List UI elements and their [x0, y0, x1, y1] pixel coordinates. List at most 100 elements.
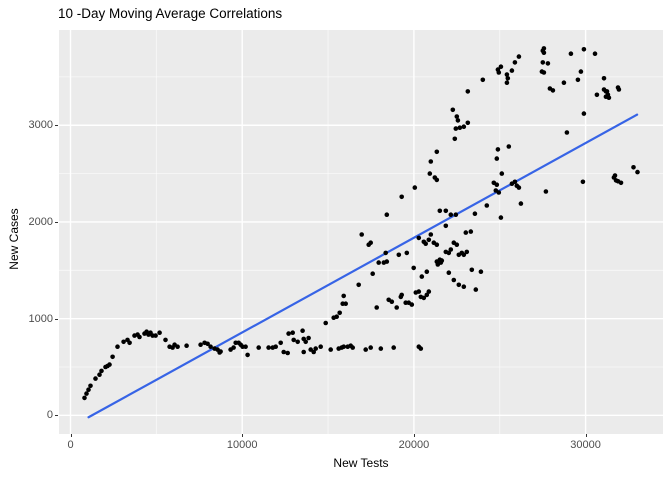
data-point	[376, 260, 382, 265]
data-point	[93, 376, 98, 381]
data-point	[137, 334, 142, 340]
data-point	[218, 349, 223, 354]
data-point	[454, 114, 460, 119]
data-point	[434, 149, 440, 155]
data-point	[383, 250, 389, 256]
data-point	[421, 295, 427, 301]
x-tick-label: 0	[67, 439, 74, 451]
data-point	[498, 215, 504, 220]
data-point	[231, 345, 236, 350]
data-point	[509, 68, 515, 73]
data-point	[396, 252, 402, 258]
data-point	[384, 259, 390, 264]
data-point	[84, 391, 89, 396]
data-point	[384, 212, 390, 217]
y-tick-mark	[55, 318, 58, 320]
data-point	[318, 344, 324, 350]
y-tick-label: 0	[46, 409, 53, 422]
data-point	[518, 201, 524, 206]
data-point	[157, 330, 162, 336]
data-point	[127, 340, 132, 346]
data-point	[499, 171, 505, 176]
data-point	[504, 80, 510, 85]
data-point	[273, 344, 278, 350]
data-point	[184, 343, 189, 349]
data-point	[454, 242, 460, 247]
data-point	[359, 232, 365, 237]
data-point	[295, 339, 300, 345]
data-point	[88, 383, 93, 389]
data-point	[416, 235, 422, 241]
data-point	[424, 269, 430, 274]
data-point	[437, 208, 443, 214]
data-point	[480, 77, 486, 83]
data-point	[484, 203, 490, 208]
data-point	[545, 61, 551, 66]
data-point	[505, 76, 511, 81]
data-point	[541, 46, 547, 51]
x-tick-mark	[242, 434, 244, 437]
data-point	[198, 342, 203, 348]
data-point	[469, 267, 475, 273]
data-point	[494, 156, 500, 161]
data-point	[337, 310, 343, 316]
data-point	[451, 277, 457, 283]
data-point	[175, 344, 180, 350]
data-point	[457, 125, 463, 130]
data-point	[494, 182, 500, 187]
data-point	[290, 330, 295, 336]
data-point	[473, 287, 479, 292]
data-point	[541, 70, 547, 75]
data-point	[208, 344, 213, 350]
x-tick-label: 10000	[226, 439, 258, 451]
data-point	[306, 335, 311, 341]
y-tick-mark	[55, 125, 58, 127]
data-point	[205, 341, 210, 347]
data-point	[313, 346, 318, 351]
data-point	[615, 85, 621, 90]
data-point	[285, 350, 290, 356]
data-point	[163, 337, 168, 343]
data-point	[601, 76, 607, 81]
data-point	[495, 147, 501, 152]
data-point	[464, 249, 470, 255]
data-point	[568, 51, 574, 56]
data-point	[448, 247, 454, 252]
data-point	[456, 282, 462, 288]
data-point	[426, 289, 432, 294]
data-point	[455, 118, 461, 123]
data-point	[618, 180, 624, 186]
data-point	[278, 340, 283, 346]
y-tick-label: 2000	[28, 215, 53, 228]
data-point	[266, 345, 271, 350]
data-point	[412, 185, 418, 190]
data-point	[427, 171, 433, 176]
data-point	[107, 362, 112, 367]
data-point	[516, 185, 522, 190]
data-point	[564, 130, 570, 135]
data-point	[303, 339, 308, 345]
data-point	[446, 250, 452, 256]
data-point	[328, 347, 334, 352]
data-point	[472, 211, 478, 216]
plot-panel	[59, 30, 663, 434]
data-point	[311, 349, 316, 355]
data-point	[399, 194, 405, 200]
data-point	[465, 120, 471, 126]
data-point	[370, 271, 376, 276]
data-point	[368, 345, 374, 350]
data-point	[478, 269, 484, 274]
x-tick-mark	[413, 434, 415, 437]
data-point	[575, 77, 581, 83]
data-point	[463, 230, 469, 235]
data-point	[391, 345, 397, 350]
data-point	[374, 305, 380, 310]
data-point	[461, 252, 467, 258]
data-point	[543, 189, 549, 194]
data-point	[461, 124, 467, 129]
data-point	[428, 159, 434, 164]
data-point	[394, 305, 400, 310]
data-point	[504, 72, 510, 77]
data-point	[450, 107, 456, 113]
